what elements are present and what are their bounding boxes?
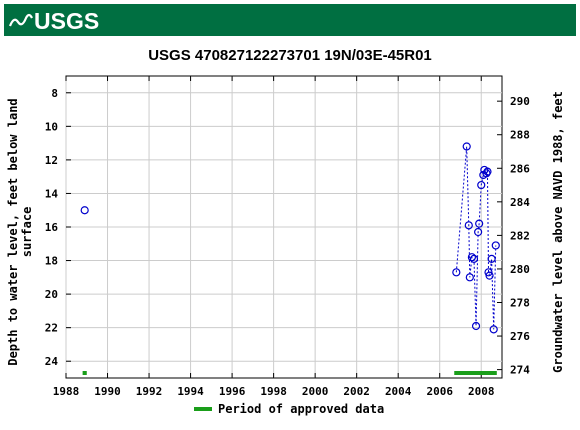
x-tick-label: 1992 [136,385,163,398]
y-tick-label-left: 14 [45,187,59,200]
data-point [482,169,491,178]
x-tick-label: 1990 [94,385,121,398]
y-tick-label-left: 24 [45,355,59,368]
y-axis-label-left-line1: Depth to water level, feet below land [6,98,20,365]
data-point [462,142,471,151]
y-tick-label-right: 284 [510,196,530,209]
data-point [483,167,492,176]
x-tick-label: 1996 [219,385,246,398]
x-tick-label: 2004 [385,385,412,398]
y-tick-label-right: 290 [510,95,530,108]
x-tick-label: 2000 [302,385,329,398]
data-point [484,268,493,277]
y-tick-label-right: 274 [510,364,530,377]
y-tick-label-right: 282 [510,229,530,242]
y-axis-label-right: Groundwater level above NAVD 1988, feet [551,91,565,373]
y-tick-label-left: 10 [45,120,58,133]
grid [65,76,502,378]
y-tick-label-left: 12 [45,154,58,167]
y-tick-label-right: 286 [510,162,530,175]
data-point [475,219,484,228]
legend-label: Period of approved data [218,402,384,416]
y-tick-label-left: 8 [51,87,58,100]
data-point [467,253,476,262]
data-point [80,206,89,215]
y-tick-label-left: 22 [45,322,58,335]
data-point [485,271,494,280]
y-tick-label-right: 288 [510,129,530,142]
usgs-logo-text: USGS [34,8,99,34]
chart-title: USGS 470827122273701 19N/03E-45R01 [148,47,432,64]
y-axis-label-left-line2: surface [20,207,34,258]
x-tick-label: 1988 [53,385,80,398]
x-tick-label: 2002 [343,385,370,398]
approved-periods [82,371,497,375]
data-point [474,227,483,237]
data-point [464,221,473,230]
data-point [491,241,500,250]
data-point [469,254,479,263]
x-tick-label: 1998 [260,385,287,398]
x-tick-label: 1994 [177,385,204,398]
approved-period-bar [454,371,497,375]
y-tick-label-left: 18 [45,255,58,268]
data-point [489,325,498,334]
legend: Period of approved data [194,402,384,416]
usgs-logo-icon: USGS [8,8,99,34]
y-tick-label-left: 20 [45,288,58,301]
data-point [465,273,474,282]
y-tick-label-left: 16 [45,221,59,234]
approved-period-bar [82,371,87,375]
data-point [487,254,496,263]
usgs-header-bar [4,4,576,36]
x-tick-label: 2008 [468,385,495,398]
data-point [477,180,486,190]
data-series [80,142,500,334]
axis-ticks: 1988 1990 1992 1994 1996 1998 2000 2002 2004 2006… [45,76,530,398]
data-point [471,321,481,331]
x-tick-label: 2006 [426,385,453,398]
data-point [452,268,461,277]
y-tick-label-right: 280 [510,263,530,276]
y-tick-label-right: 278 [510,297,530,310]
y-tick-label-right: 276 [510,330,530,343]
